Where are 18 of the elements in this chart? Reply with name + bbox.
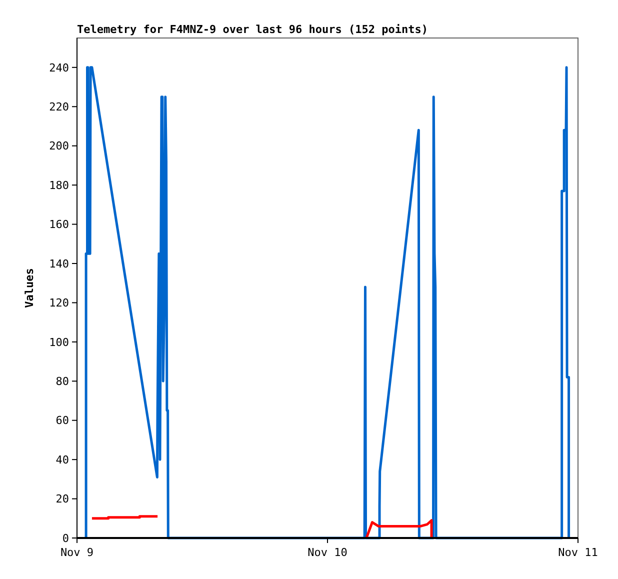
- y-tick-label: 200: [49, 140, 69, 153]
- y-tick-label: 20: [56, 492, 69, 506]
- x-tick-label: Nov 10: [308, 546, 348, 559]
- y-axis-title: Values: [23, 268, 36, 308]
- y-tick-label: 100: [49, 336, 69, 349]
- y-tick-label: 0: [62, 532, 69, 545]
- y-tick-label: 160: [49, 218, 69, 232]
- y-tick-label: 80: [56, 374, 69, 388]
- y-tick-label: 140: [49, 257, 69, 270]
- y-tick-label: 220: [49, 100, 69, 114]
- y-tick-label: 120: [49, 296, 69, 310]
- y-tick-label: 240: [49, 61, 69, 74]
- x-tick-label: Nov 11: [558, 546, 598, 559]
- chart-title: Telemetry for F4MNZ-9 over last 96 hours (152 points): [77, 23, 428, 36]
- x-tick-label: Nov 9: [60, 546, 94, 559]
- y-tick-label: 60: [56, 414, 69, 428]
- y-tick-label: 180: [49, 178, 69, 192]
- y-tick-label: 40: [56, 453, 69, 466]
